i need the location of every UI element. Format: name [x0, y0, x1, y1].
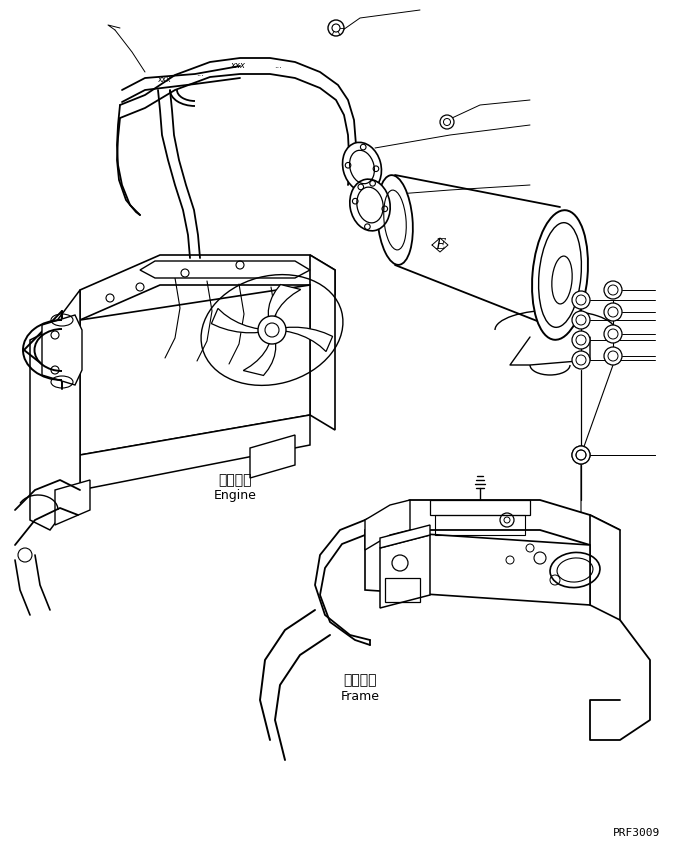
Circle shape — [604, 281, 622, 299]
Circle shape — [572, 446, 590, 464]
Text: xxx: xxx — [230, 60, 246, 70]
Polygon shape — [80, 255, 335, 320]
Text: PRF3009: PRF3009 — [613, 828, 660, 838]
Polygon shape — [250, 435, 295, 478]
Text: ...: ... — [274, 60, 282, 70]
Polygon shape — [365, 500, 620, 545]
Circle shape — [572, 291, 590, 309]
Ellipse shape — [342, 142, 381, 191]
Polygon shape — [380, 525, 430, 548]
Polygon shape — [80, 285, 310, 455]
Polygon shape — [55, 480, 90, 525]
Text: フレーム: フレーム — [343, 673, 377, 687]
Text: Engine: Engine — [213, 489, 257, 502]
Polygon shape — [42, 315, 82, 385]
Ellipse shape — [377, 175, 413, 265]
Polygon shape — [268, 284, 300, 330]
Ellipse shape — [350, 180, 390, 231]
Circle shape — [258, 316, 286, 344]
Circle shape — [440, 115, 454, 129]
Text: ...: ... — [196, 70, 204, 78]
Polygon shape — [365, 530, 590, 605]
Polygon shape — [80, 415, 310, 490]
Circle shape — [604, 303, 622, 321]
Circle shape — [572, 351, 590, 369]
Polygon shape — [380, 535, 430, 608]
Text: xxx: xxx — [158, 76, 172, 84]
Circle shape — [572, 311, 590, 329]
Polygon shape — [590, 515, 620, 620]
Circle shape — [604, 325, 622, 343]
Circle shape — [572, 446, 590, 464]
Ellipse shape — [532, 210, 588, 340]
Circle shape — [328, 20, 344, 36]
Polygon shape — [365, 500, 410, 550]
Polygon shape — [30, 290, 80, 530]
Polygon shape — [430, 500, 530, 515]
Polygon shape — [140, 261, 310, 278]
Text: E: E — [435, 238, 445, 252]
Bar — [385, 578, 420, 602]
Polygon shape — [244, 330, 276, 375]
Polygon shape — [272, 328, 333, 351]
Polygon shape — [310, 255, 335, 430]
Circle shape — [604, 347, 622, 365]
Text: エンジン: エンジン — [218, 473, 252, 487]
Text: Frame: Frame — [340, 689, 379, 702]
Polygon shape — [211, 308, 272, 333]
Circle shape — [572, 331, 590, 349]
